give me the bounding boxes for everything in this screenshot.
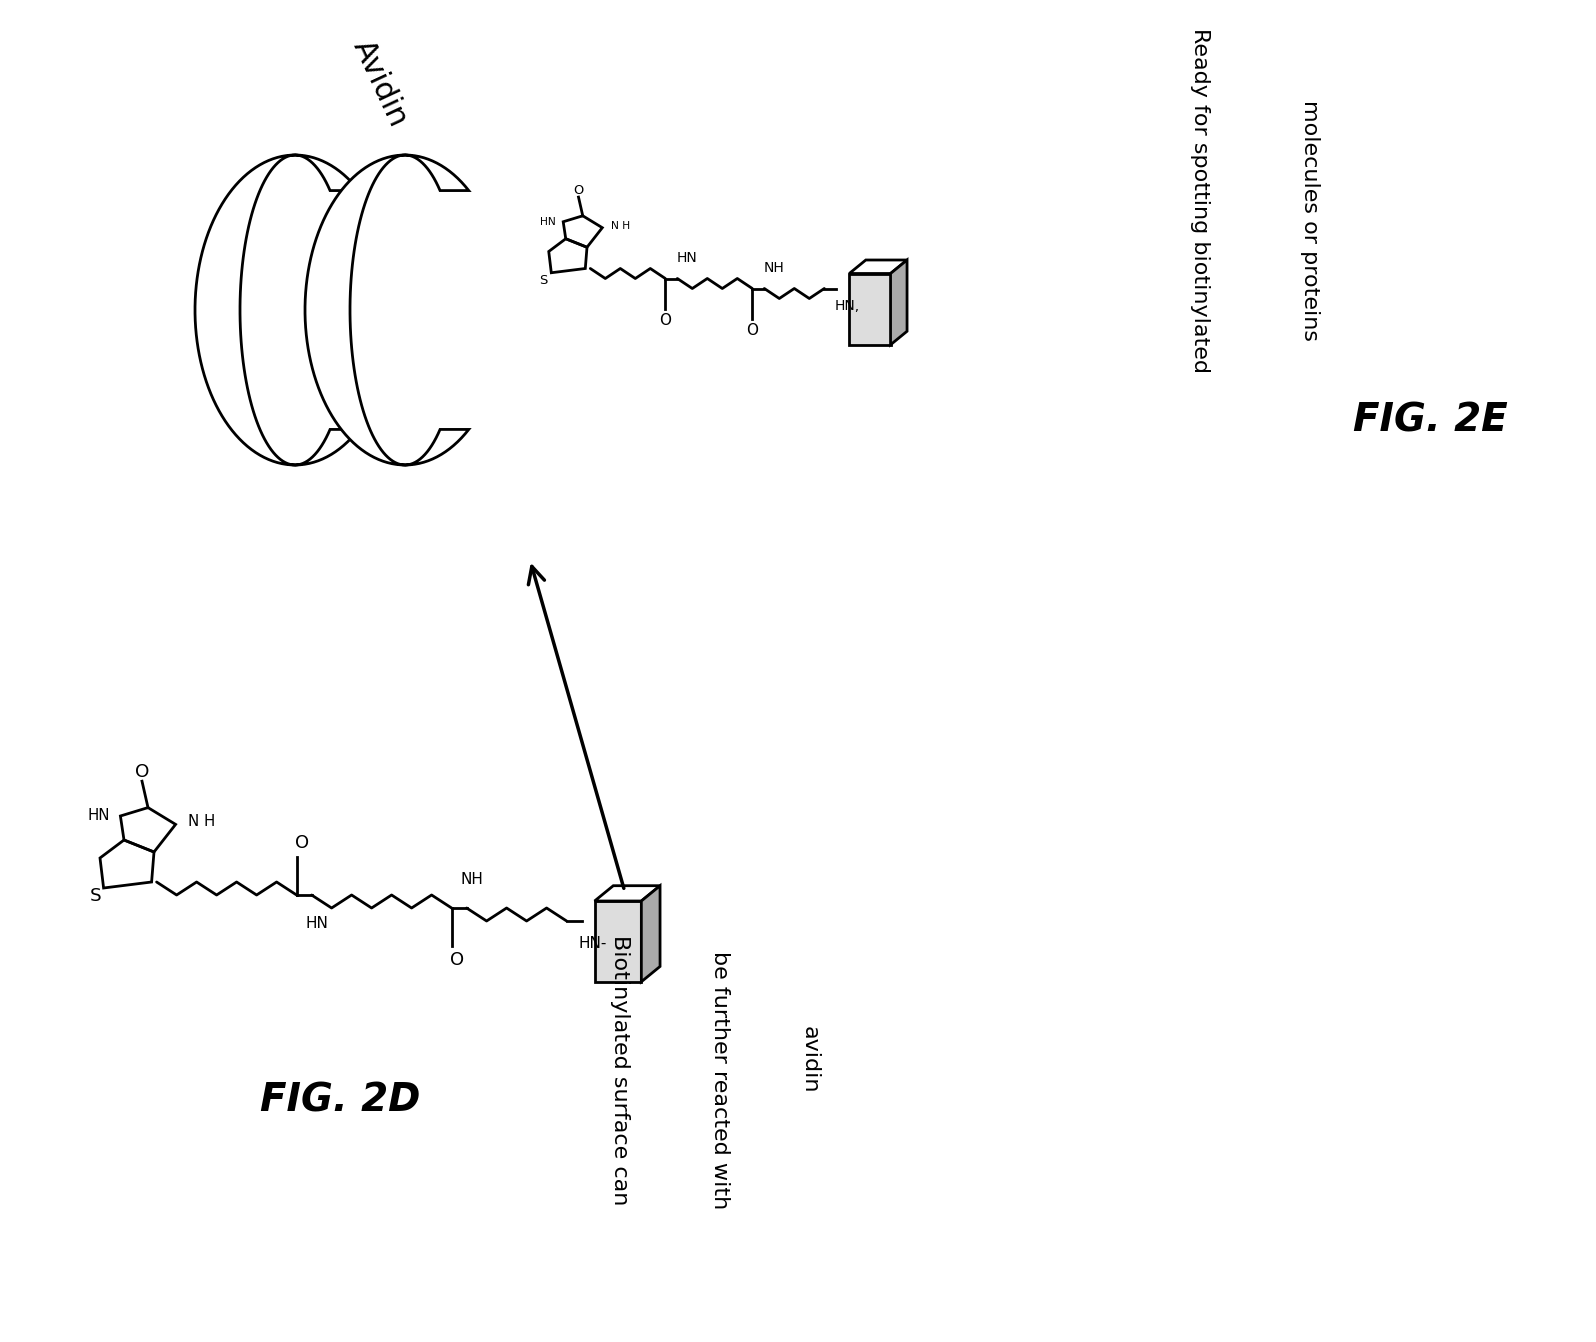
Text: HN: HN: [539, 217, 555, 227]
Text: HN-: HN-: [579, 935, 606, 950]
Text: molecules or proteins: molecules or proteins: [1301, 99, 1320, 341]
Text: O: O: [450, 951, 464, 969]
Text: N H: N H: [188, 815, 215, 829]
Text: S: S: [539, 274, 547, 287]
Polygon shape: [891, 260, 907, 345]
Text: S: S: [89, 887, 102, 905]
Polygon shape: [642, 886, 661, 982]
Text: N H: N H: [611, 221, 630, 231]
Text: HN: HN: [677, 251, 697, 266]
Text: NH: NH: [460, 872, 484, 887]
Text: HN,: HN,: [835, 299, 859, 314]
Text: be further reacted with: be further reacted with: [710, 951, 729, 1209]
Text: Avidin: Avidin: [348, 35, 413, 132]
Text: O: O: [573, 184, 584, 197]
Text: Ready for spotting biotinylated: Ready for spotting biotinylated: [1191, 27, 1210, 373]
Text: NH: NH: [764, 262, 785, 275]
Text: O: O: [747, 323, 758, 338]
Text: O: O: [295, 833, 308, 852]
Text: Biotinylated surface can: Biotinylated surface can: [610, 935, 630, 1205]
Polygon shape: [849, 274, 891, 345]
Text: O: O: [134, 762, 148, 781]
Polygon shape: [305, 156, 469, 464]
Polygon shape: [595, 900, 642, 982]
Text: HN: HN: [305, 915, 329, 930]
Polygon shape: [595, 886, 661, 900]
Text: HN: HN: [88, 808, 110, 824]
Text: O: O: [659, 313, 672, 327]
Polygon shape: [195, 156, 359, 464]
Text: FIG. 2D: FIG. 2D: [260, 1082, 420, 1119]
Polygon shape: [849, 260, 907, 274]
Text: avidin: avidin: [800, 1027, 820, 1094]
Text: FIG. 2E: FIG. 2E: [1353, 401, 1507, 439]
